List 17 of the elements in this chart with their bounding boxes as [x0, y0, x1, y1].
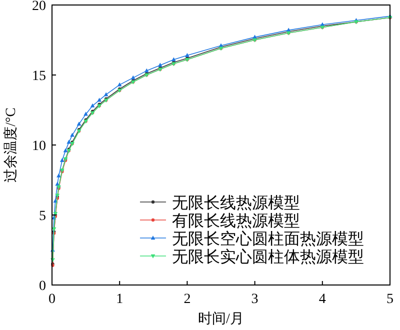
x-tick-label: 1: [116, 292, 124, 307]
y-tick-label: 5: [39, 209, 46, 224]
x-tick-label: 2: [184, 292, 191, 307]
y-tick-label: 0: [39, 279, 46, 294]
y-axis-title: 过余温度/°C: [3, 108, 19, 182]
x-tick-label: 3: [251, 292, 258, 307]
x-tick-label: 4: [318, 292, 326, 307]
legend-label: 无限长空心圆柱面热源模型: [172, 230, 364, 248]
legend-label: 无限长实心圆柱体热源模型: [172, 248, 364, 266]
legend-label: 有限长线热源模型: [172, 212, 300, 230]
x-tick-label: 5: [386, 292, 394, 307]
y-tick-label: 20: [32, 0, 46, 14]
x-tick-label: 0: [48, 292, 56, 307]
y-tick-label: 10: [32, 139, 46, 154]
x-axis-title: 时间/月: [198, 311, 244, 327]
y-tick-label: 15: [32, 69, 46, 84]
legend-label: 无限长线热源模型: [172, 194, 300, 212]
